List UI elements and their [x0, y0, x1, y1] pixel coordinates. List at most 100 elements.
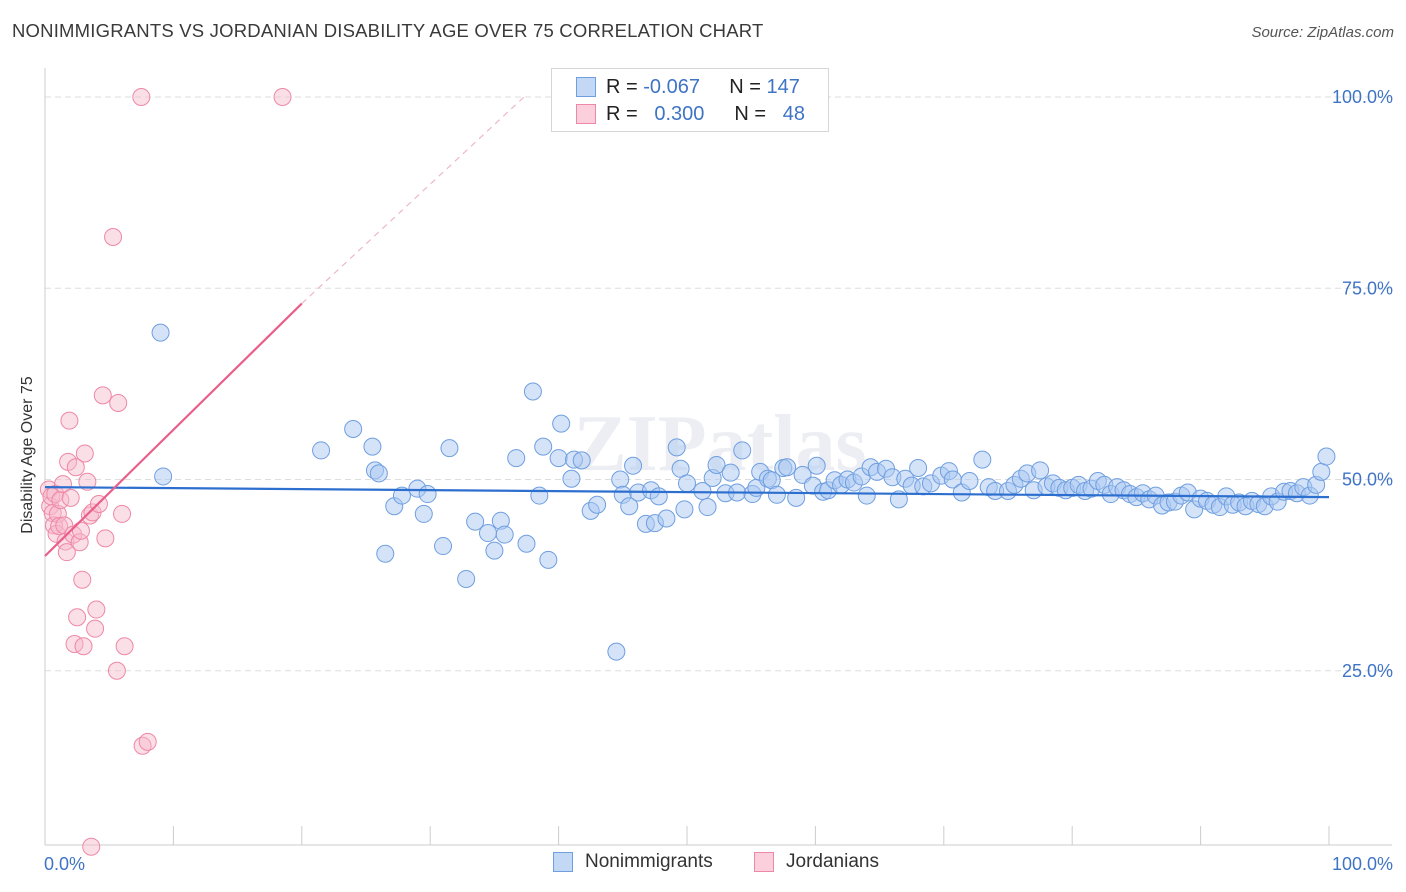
nonimmigrants-point	[667, 438, 686, 457]
jordanians-point	[138, 732, 157, 751]
jordanians-point	[273, 88, 292, 106]
stats-legend: R = -0.067 N = 147 R = 0.300 N = 48	[551, 68, 829, 132]
nonimmigrants-point	[418, 485, 437, 504]
chart-title: NONIMMIGRANTS VS JORDANIAN DISABILITY AG…	[12, 20, 764, 41]
nonimmigrants-point	[707, 455, 726, 474]
jordanians-legend-swatch	[754, 852, 774, 872]
jordanians-trend-line	[44, 302, 303, 557]
nonimmigrants-points	[151, 323, 1336, 661]
nonimmigrants-point	[434, 537, 453, 556]
nonimmigrants-point	[552, 414, 571, 433]
jordanians-point	[55, 516, 74, 535]
jordanians-point	[73, 570, 92, 589]
nonimmigrants-legend-swatch	[553, 852, 573, 872]
nonimmigrants-point	[678, 474, 696, 493]
stats-row-jordanians: R = 0.300 N = 48	[576, 101, 805, 127]
y-tick-label: 25.0%	[1342, 661, 1393, 681]
nonimmigrants-point	[414, 504, 433, 523]
legend-label: Nonimmigrants	[585, 851, 713, 872]
nonimmigrants-point	[1312, 462, 1331, 481]
stats-row-nonimmigrants: R = -0.067 N = 147	[576, 74, 800, 100]
r-value: 0.300	[654, 102, 705, 125]
jordanians-point	[115, 637, 134, 656]
nonimmigrants-point	[530, 486, 549, 505]
legend-item-nonimmigrants[interactable]: Nonimmigrants	[553, 851, 713, 873]
nonimmigrants-point	[495, 525, 514, 544]
nonimmigrants-point	[889, 490, 908, 509]
nonimmigrants-point	[857, 486, 876, 505]
jordanians-point	[68, 608, 87, 627]
jordanians-point	[70, 533, 89, 552]
nonimmigrants-point	[369, 464, 388, 483]
jordanians-point	[46, 485, 65, 504]
nonimmigrants-point	[440, 439, 459, 458]
axes	[44, 68, 1392, 846]
jordanians-point	[96, 529, 115, 548]
jordanians-point	[86, 619, 105, 638]
jordanians-point	[50, 517, 69, 536]
nonimmigrants-point	[675, 500, 694, 519]
x-tick-labels: 0.0% 100.0%	[44, 854, 1393, 874]
jordanians-trend-extension	[301, 94, 527, 304]
jordanians-point	[109, 394, 128, 412]
nonimmigrants-point	[721, 463, 740, 482]
nonimmigrants-point	[466, 512, 485, 531]
jordanians-point	[78, 472, 97, 491]
nonimmigrants-point	[607, 642, 626, 661]
nonimmigrants-point	[485, 541, 504, 560]
jordanians-point	[75, 444, 94, 463]
nonimmigrants-point	[960, 472, 979, 491]
series-legend: Nonimmigrants Jordanians	[0, 851, 1406, 877]
trend-lines	[44, 94, 1330, 557]
nonimmigrants-point	[154, 467, 173, 486]
n-value: 147	[766, 75, 800, 98]
nonimmigrants-point	[376, 544, 395, 563]
nonimmigrants-point	[733, 441, 752, 460]
r-label: R =	[606, 75, 638, 98]
jordanians-point	[107, 661, 126, 680]
nonimmigrants-point	[517, 534, 536, 553]
x-tick-label: 0.0%	[44, 854, 85, 874]
nonimmigrants-point	[534, 437, 553, 456]
legend-label: Jordanians	[786, 851, 879, 872]
jordanians-point	[66, 458, 85, 477]
nonimmigrants-point	[507, 449, 526, 468]
chart-source: Source: ZipAtlas.com	[1251, 24, 1394, 41]
nonimmigrants-point	[624, 456, 643, 475]
jordanians-point	[71, 521, 90, 540]
jordanians-point	[61, 488, 80, 507]
jordanians-point	[87, 600, 106, 619]
jordanians-point	[74, 637, 93, 656]
nonimmigrants-swatch	[576, 77, 596, 97]
jordanians-point	[82, 837, 101, 856]
nonimmigrants-point	[1317, 447, 1336, 466]
nonimmigrants-point	[620, 497, 639, 516]
nonimmigrants-point	[363, 437, 382, 456]
y-tick-label: 100.0%	[1332, 87, 1393, 107]
nonimmigrants-point	[657, 509, 676, 528]
nonimmigrants-point	[1031, 461, 1050, 480]
n-label: N =	[729, 75, 761, 98]
nonimmigrants-point	[807, 456, 826, 475]
jordanians-swatch	[576, 104, 596, 124]
legend-item-jordanians[interactable]: Jordanians	[754, 851, 879, 873]
y-tick-label: 75.0%	[1342, 278, 1393, 298]
nonimmigrants-point	[523, 382, 542, 401]
nonimmigrants-point	[539, 550, 558, 569]
n-value: 48	[782, 102, 805, 125]
nonimmigrants-point	[572, 451, 591, 470]
jordanians-point	[113, 504, 132, 523]
jordanians-point	[132, 88, 151, 106]
nonimmigrants-point	[549, 449, 568, 468]
r-label: R =	[606, 102, 638, 125]
nonimmigrants-point	[698, 498, 717, 517]
y-tick-label: 50.0%	[1342, 470, 1393, 490]
nonimmigrants-point	[973, 450, 992, 469]
nonimmigrants-point	[611, 470, 630, 489]
nonimmigrants-point	[588, 495, 607, 514]
nonimmigrants-point	[693, 481, 712, 500]
jordanians-point	[60, 411, 79, 430]
nonimmigrants-point	[344, 420, 363, 439]
nonimmigrants-point	[151, 323, 170, 342]
